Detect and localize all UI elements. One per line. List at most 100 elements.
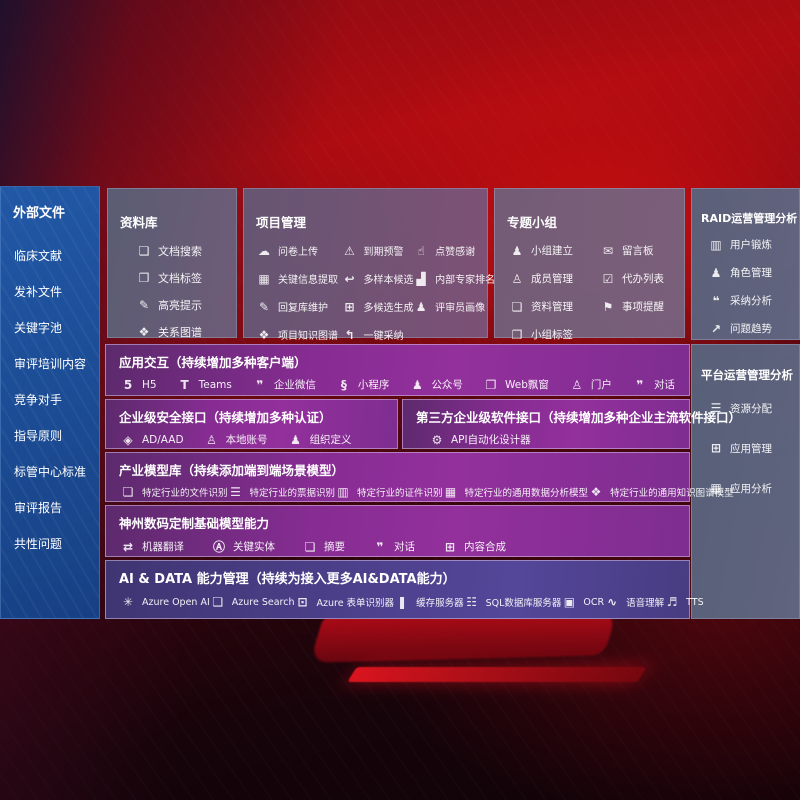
- sql-database-server[interactable]: ☷ SQL数据库服务器: [464, 595, 562, 609]
- api-auto-designer[interactable]: ⚙ API自动化设计器: [429, 432, 531, 447]
- material-management[interactable]: ❏ 资料管理: [509, 299, 600, 314]
- competitors[interactable]: 竞争对手: [14, 393, 63, 407]
- like-thanks[interactable]: ☝ 点赞感谢: [413, 243, 487, 259]
- reviewer-profile[interactable]: ♟ 评审员画像: [413, 299, 487, 315]
- ocr[interactable]: ▣ OCR: [561, 595, 604, 609]
- multi-sample-candidates-icon: ↩: [344, 271, 355, 286]
- azure-form-recognizer[interactable]: ⊡ Azure 表单识别器: [294, 595, 394, 609]
- industry-model-title: 产业模型库（持续添加端到端场景模型）: [119, 463, 345, 478]
- chat[interactable]: ❞ 对话: [632, 377, 675, 392]
- ad-aad-icon: ◈: [123, 432, 133, 447]
- summary[interactable]: ❏ 摘要: [302, 539, 345, 554]
- industry-data-analysis-model[interactable]: ▦ 特定行业的通用数据分析模型: [443, 485, 589, 499]
- issue-trend-icon: ↗: [710, 321, 722, 336]
- standards-center-standards[interactable]: 标管中心标准: [14, 465, 87, 479]
- item-label: 内部专家排名: [435, 275, 496, 286]
- mini-program[interactable]: § 小程序: [336, 377, 390, 392]
- group-create[interactable]: ♟ 小组建立: [509, 243, 600, 258]
- industry-invoice-recognition[interactable]: ☰ 特定行业的票据识别: [228, 485, 335, 499]
- industry-invoice-recognition-icon: ☰: [230, 485, 241, 499]
- item-label: Teams: [198, 378, 232, 391]
- group-tags[interactable]: ❐ 小组标签: [509, 327, 600, 342]
- item-label: 缓存服务器: [416, 598, 464, 609]
- resource-allocation[interactable]: ☰ 资源分配: [708, 401, 799, 416]
- matter-reminder-icon: ⚑: [602, 299, 614, 314]
- azure-search[interactable]: ❏ Azure Search: [210, 595, 294, 609]
- azure-search-icon: ❏: [212, 595, 224, 609]
- multi-candidate-generation[interactable]: ⊞ 多候选生成: [341, 299, 413, 315]
- teams[interactable]: T Teams: [177, 378, 232, 392]
- cache-server[interactable]: ❚ 缓存服务器: [394, 595, 464, 609]
- industry-file-recognition[interactable]: ❏ 特定行业的文件识别: [120, 485, 228, 499]
- message-board[interactable]: ✉ 留言板: [600, 243, 684, 258]
- matter-reminder[interactable]: ⚑ 事项提醒: [600, 299, 684, 314]
- member-management-icon: ♙: [511, 271, 523, 286]
- multi-sample-candidates[interactable]: ↩ 多样本候选: [341, 271, 413, 287]
- supplement-files[interactable]: 发补文件: [14, 285, 63, 299]
- todo-list[interactable]: ☑ 代办列表: [600, 271, 684, 286]
- portal[interactable]: ♙ 门户: [569, 377, 612, 392]
- due-warning[interactable]: ⚠ 到期预警: [341, 243, 413, 259]
- survey-upload[interactable]: ☁ 问卷上传: [256, 243, 341, 259]
- industry-knowledge-graph-model[interactable]: ❖ 特定行业的通用知识图谱模型: [588, 485, 734, 499]
- member-management[interactable]: ♙ 成员管理: [509, 271, 600, 286]
- key-info-extract[interactable]: ▦ 关键信息提取: [256, 271, 341, 287]
- like-thanks-icon: ☝: [417, 243, 425, 258]
- org-definition[interactable]: ♟ 组织定义: [288, 432, 351, 447]
- dialogue[interactable]: ❞ 对话: [372, 539, 415, 554]
- item-label: 回复库维护: [278, 303, 328, 314]
- item-label: 到期预警: [363, 247, 404, 258]
- official-account[interactable]: ♟ 公众号: [409, 377, 463, 392]
- local-account[interactable]: ♙ 本地账号: [204, 432, 267, 447]
- item-label: 内容合成: [464, 541, 506, 553]
- h5[interactable]: 5 H5: [120, 378, 157, 392]
- enterprise-security-title: 企业级安全接口（持续增加多种认证）: [119, 410, 332, 425]
- machine-translation[interactable]: ⇄ 机器翻译: [120, 539, 184, 554]
- issue-trend[interactable]: ↗ 问题趋势: [708, 321, 799, 336]
- industry-data-analysis-model-icon: ▦: [444, 485, 457, 499]
- highlight-tip[interactable]: ✎ 高亮提示: [136, 297, 236, 313]
- item-label: API自动化设计器: [451, 434, 531, 446]
- common-issues[interactable]: 共性问题: [14, 537, 63, 551]
- doc-search[interactable]: ❏ 文档搜索: [136, 243, 236, 259]
- internal-expert-ranking[interactable]: ▟ 内部专家排名: [413, 271, 495, 287]
- doc-tags[interactable]: ❐ 文档标签: [136, 270, 236, 286]
- item-label: 关键信息提取: [278, 275, 338, 286]
- content-synthesis[interactable]: ⊞ 内容合成: [442, 539, 506, 554]
- app-interaction-items: 5 H5 T Teams ❞ 企业微信 § 小程序 ♟ 公众号: [106, 377, 689, 392]
- industry-model-items: ❏ 特定行业的文件识别 ☰ 特定行业的票据识别 ▥ 特定行业的证件识别 ▦ 特定…: [106, 485, 734, 499]
- review-reports[interactable]: 审评报告: [14, 501, 63, 515]
- raid-ops-items: ▥ 用户锻炼 ♟ 角色管理 ❝ 采纳分析 ↗ 问题趋势: [708, 237, 799, 336]
- web-popup[interactable]: ❐ Web飘窗: [483, 377, 549, 392]
- clinical-literature[interactable]: 临床文献: [14, 249, 63, 263]
- relation-graph[interactable]: ❖ 关系图谱: [136, 324, 236, 340]
- speech-understanding[interactable]: ∿ 语音理解: [604, 595, 664, 609]
- keyword-pool[interactable]: 关键字池: [14, 321, 63, 335]
- base-model-band: 神州数码定制基础模型能力 ⇄ 机器翻译 Ⓐ 关键实体 ❏ 摘要 ❞ 对话: [105, 505, 690, 557]
- ad-aad[interactable]: ◈ AD/AAD: [120, 432, 184, 447]
- adoption-analysis[interactable]: ❝ 采纳分析: [708, 293, 799, 308]
- role-management-icon: ♟: [710, 265, 722, 280]
- item-label: 资料管理: [531, 301, 573, 313]
- app-management[interactable]: ⊞ 应用管理: [708, 441, 799, 456]
- role-management[interactable]: ♟ 角色管理: [708, 265, 799, 280]
- item-label: Web飘窗: [504, 379, 549, 391]
- app-analysis[interactable]: ▦ 应用分析: [708, 481, 799, 496]
- internal-expert-ranking-icon: ▟: [416, 271, 426, 286]
- wecom[interactable]: ❞ 企业微信: [252, 377, 316, 392]
- reply-library-maintenance[interactable]: ✎ 回复库维护: [256, 299, 341, 315]
- review-training-content[interactable]: 审评培训内容: [14, 357, 87, 371]
- thirdparty-software-band: 第三方企业级软件接口（持续增加多种企业主流软件接口） ⚙ API自动化设计器: [402, 399, 741, 449]
- one-click-adopt[interactable]: ↰ 一键采纳: [341, 327, 413, 343]
- item-label: 特定行业的通用数据分析模型: [464, 488, 589, 499]
- key-entity[interactable]: Ⓐ 关键实体: [211, 538, 275, 555]
- guiding-principles[interactable]: 指导原则: [14, 429, 63, 443]
- tts[interactable]: ♬ TTS: [664, 595, 704, 609]
- project-knowledge-graph[interactable]: ❖ 项目知识图谱: [256, 327, 341, 343]
- azure-openai[interactable]: ✳ Azure Open AI: [120, 595, 210, 609]
- industry-cert-recognition[interactable]: ▥ 特定行业的证件识别: [335, 485, 442, 499]
- user-training[interactable]: ▥ 用户锻炼: [708, 237, 799, 252]
- item-label: AD/AAD: [142, 433, 184, 446]
- item-label: SQL数据库服务器: [485, 598, 562, 609]
- item-label: 关系图谱: [158, 326, 202, 339]
